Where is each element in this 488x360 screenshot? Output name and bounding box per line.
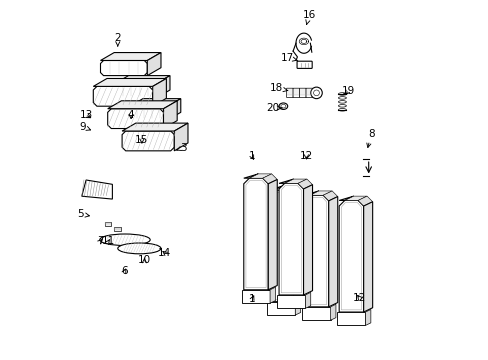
- Polygon shape: [122, 131, 174, 151]
- Polygon shape: [293, 192, 302, 302]
- Polygon shape: [363, 202, 372, 312]
- Polygon shape: [365, 310, 370, 325]
- Ellipse shape: [338, 104, 346, 107]
- Text: 12: 12: [352, 293, 366, 303]
- Polygon shape: [339, 201, 363, 312]
- Text: 17: 17: [280, 53, 297, 63]
- Polygon shape: [287, 186, 302, 196]
- Polygon shape: [129, 107, 167, 120]
- Text: 13: 13: [80, 110, 93, 120]
- Polygon shape: [122, 123, 187, 131]
- Polygon shape: [268, 180, 277, 290]
- Polygon shape: [174, 123, 187, 151]
- Polygon shape: [249, 174, 271, 178]
- Text: 1: 1: [248, 294, 255, 304]
- Polygon shape: [163, 101, 177, 129]
- Polygon shape: [269, 287, 275, 303]
- FancyBboxPatch shape: [292, 88, 299, 98]
- Polygon shape: [357, 196, 372, 206]
- Text: 2: 2: [114, 33, 121, 46]
- Polygon shape: [279, 183, 303, 295]
- Polygon shape: [277, 295, 305, 309]
- Polygon shape: [305, 292, 310, 309]
- Polygon shape: [284, 179, 306, 183]
- Polygon shape: [344, 196, 366, 201]
- Polygon shape: [93, 78, 166, 86]
- Polygon shape: [156, 76, 170, 98]
- Polygon shape: [93, 86, 152, 106]
- Ellipse shape: [279, 103, 287, 109]
- Polygon shape: [274, 186, 296, 190]
- Text: 15: 15: [135, 135, 148, 145]
- Ellipse shape: [338, 109, 346, 111]
- Text: 9: 9: [79, 122, 90, 132]
- Polygon shape: [268, 186, 283, 190]
- Polygon shape: [101, 60, 147, 76]
- Polygon shape: [337, 312, 365, 325]
- Circle shape: [310, 87, 322, 99]
- Polygon shape: [244, 178, 268, 290]
- Polygon shape: [242, 290, 269, 303]
- Polygon shape: [295, 299, 300, 315]
- Bar: [104, 222, 111, 226]
- Bar: [114, 227, 121, 231]
- Text: 3: 3: [177, 143, 186, 153]
- Text: 6: 6: [122, 266, 128, 276]
- Text: 20: 20: [265, 103, 282, 113]
- FancyBboxPatch shape: [296, 61, 311, 68]
- Text: 11: 11: [102, 236, 115, 246]
- Text: 12: 12: [299, 150, 312, 161]
- Polygon shape: [304, 191, 318, 195]
- FancyBboxPatch shape: [305, 88, 312, 98]
- Polygon shape: [330, 304, 335, 320]
- Polygon shape: [129, 99, 181, 107]
- Ellipse shape: [338, 93, 346, 95]
- FancyBboxPatch shape: [286, 88, 292, 98]
- Ellipse shape: [100, 234, 150, 246]
- Polygon shape: [107, 101, 177, 109]
- Polygon shape: [304, 195, 328, 307]
- Polygon shape: [147, 53, 161, 76]
- Text: 19: 19: [341, 86, 354, 96]
- Text: 10: 10: [138, 255, 151, 265]
- Polygon shape: [268, 190, 293, 302]
- Text: 7: 7: [97, 236, 103, 246]
- Polygon shape: [303, 185, 312, 295]
- Polygon shape: [262, 174, 277, 184]
- Polygon shape: [328, 197, 337, 307]
- Polygon shape: [115, 76, 170, 84]
- Polygon shape: [339, 196, 353, 201]
- Polygon shape: [167, 99, 181, 120]
- Text: 16: 16: [302, 10, 315, 24]
- Polygon shape: [266, 302, 295, 315]
- Text: 18: 18: [270, 83, 287, 93]
- Polygon shape: [279, 179, 293, 183]
- Text: 8: 8: [366, 129, 374, 148]
- Polygon shape: [81, 180, 112, 199]
- Polygon shape: [323, 191, 337, 201]
- Text: 14: 14: [158, 248, 171, 258]
- Polygon shape: [302, 307, 330, 320]
- Ellipse shape: [118, 243, 161, 254]
- FancyBboxPatch shape: [299, 88, 305, 98]
- Polygon shape: [244, 174, 258, 178]
- Polygon shape: [115, 84, 156, 98]
- Text: 4: 4: [127, 110, 134, 120]
- Text: 5: 5: [77, 209, 89, 219]
- Polygon shape: [297, 179, 312, 189]
- Polygon shape: [101, 53, 161, 60]
- Text: 1: 1: [248, 150, 254, 161]
- Polygon shape: [309, 191, 331, 195]
- Ellipse shape: [338, 100, 346, 103]
- Polygon shape: [107, 109, 163, 129]
- Ellipse shape: [338, 97, 346, 99]
- Polygon shape: [152, 78, 166, 106]
